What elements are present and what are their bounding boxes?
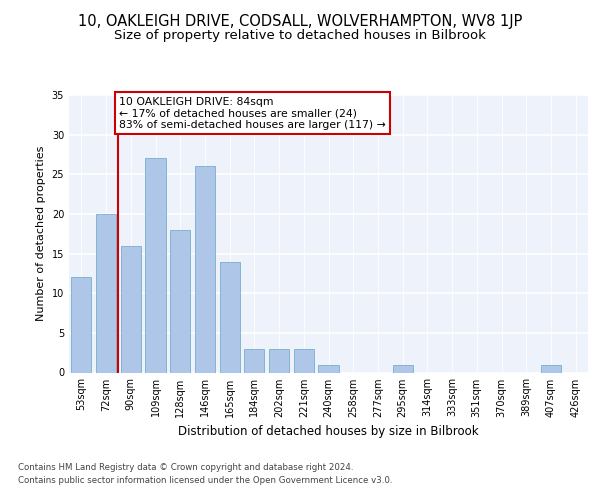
Bar	[170, 230, 190, 372]
Text: Size of property relative to detached houses in Bilbrook: Size of property relative to detached ho…	[114, 29, 486, 42]
Bar	[195, 166, 215, 372]
Bar	[392, 364, 413, 372]
Text: Contains public sector information licensed under the Open Government Licence v3: Contains public sector information licen…	[18, 476, 392, 485]
Text: 10, OAKLEIGH DRIVE, CODSALL, WOLVERHAMPTON, WV8 1JP: 10, OAKLEIGH DRIVE, CODSALL, WOLVERHAMPT…	[78, 14, 522, 29]
Bar	[244, 348, 265, 372]
X-axis label: Distribution of detached houses by size in Bilbrook: Distribution of detached houses by size …	[178, 425, 479, 438]
Bar	[145, 158, 166, 372]
Bar	[96, 214, 116, 372]
Y-axis label: Number of detached properties: Number of detached properties	[36, 146, 46, 322]
Bar	[269, 348, 289, 372]
Text: 10 OAKLEIGH DRIVE: 84sqm
← 17% of detached houses are smaller (24)
83% of semi-d: 10 OAKLEIGH DRIVE: 84sqm ← 17% of detach…	[119, 96, 386, 130]
Bar	[319, 364, 338, 372]
Bar	[71, 278, 91, 372]
Bar	[293, 348, 314, 372]
Bar	[220, 262, 240, 372]
Bar	[541, 364, 561, 372]
Text: Contains HM Land Registry data © Crown copyright and database right 2024.: Contains HM Land Registry data © Crown c…	[18, 464, 353, 472]
Bar	[121, 246, 141, 372]
